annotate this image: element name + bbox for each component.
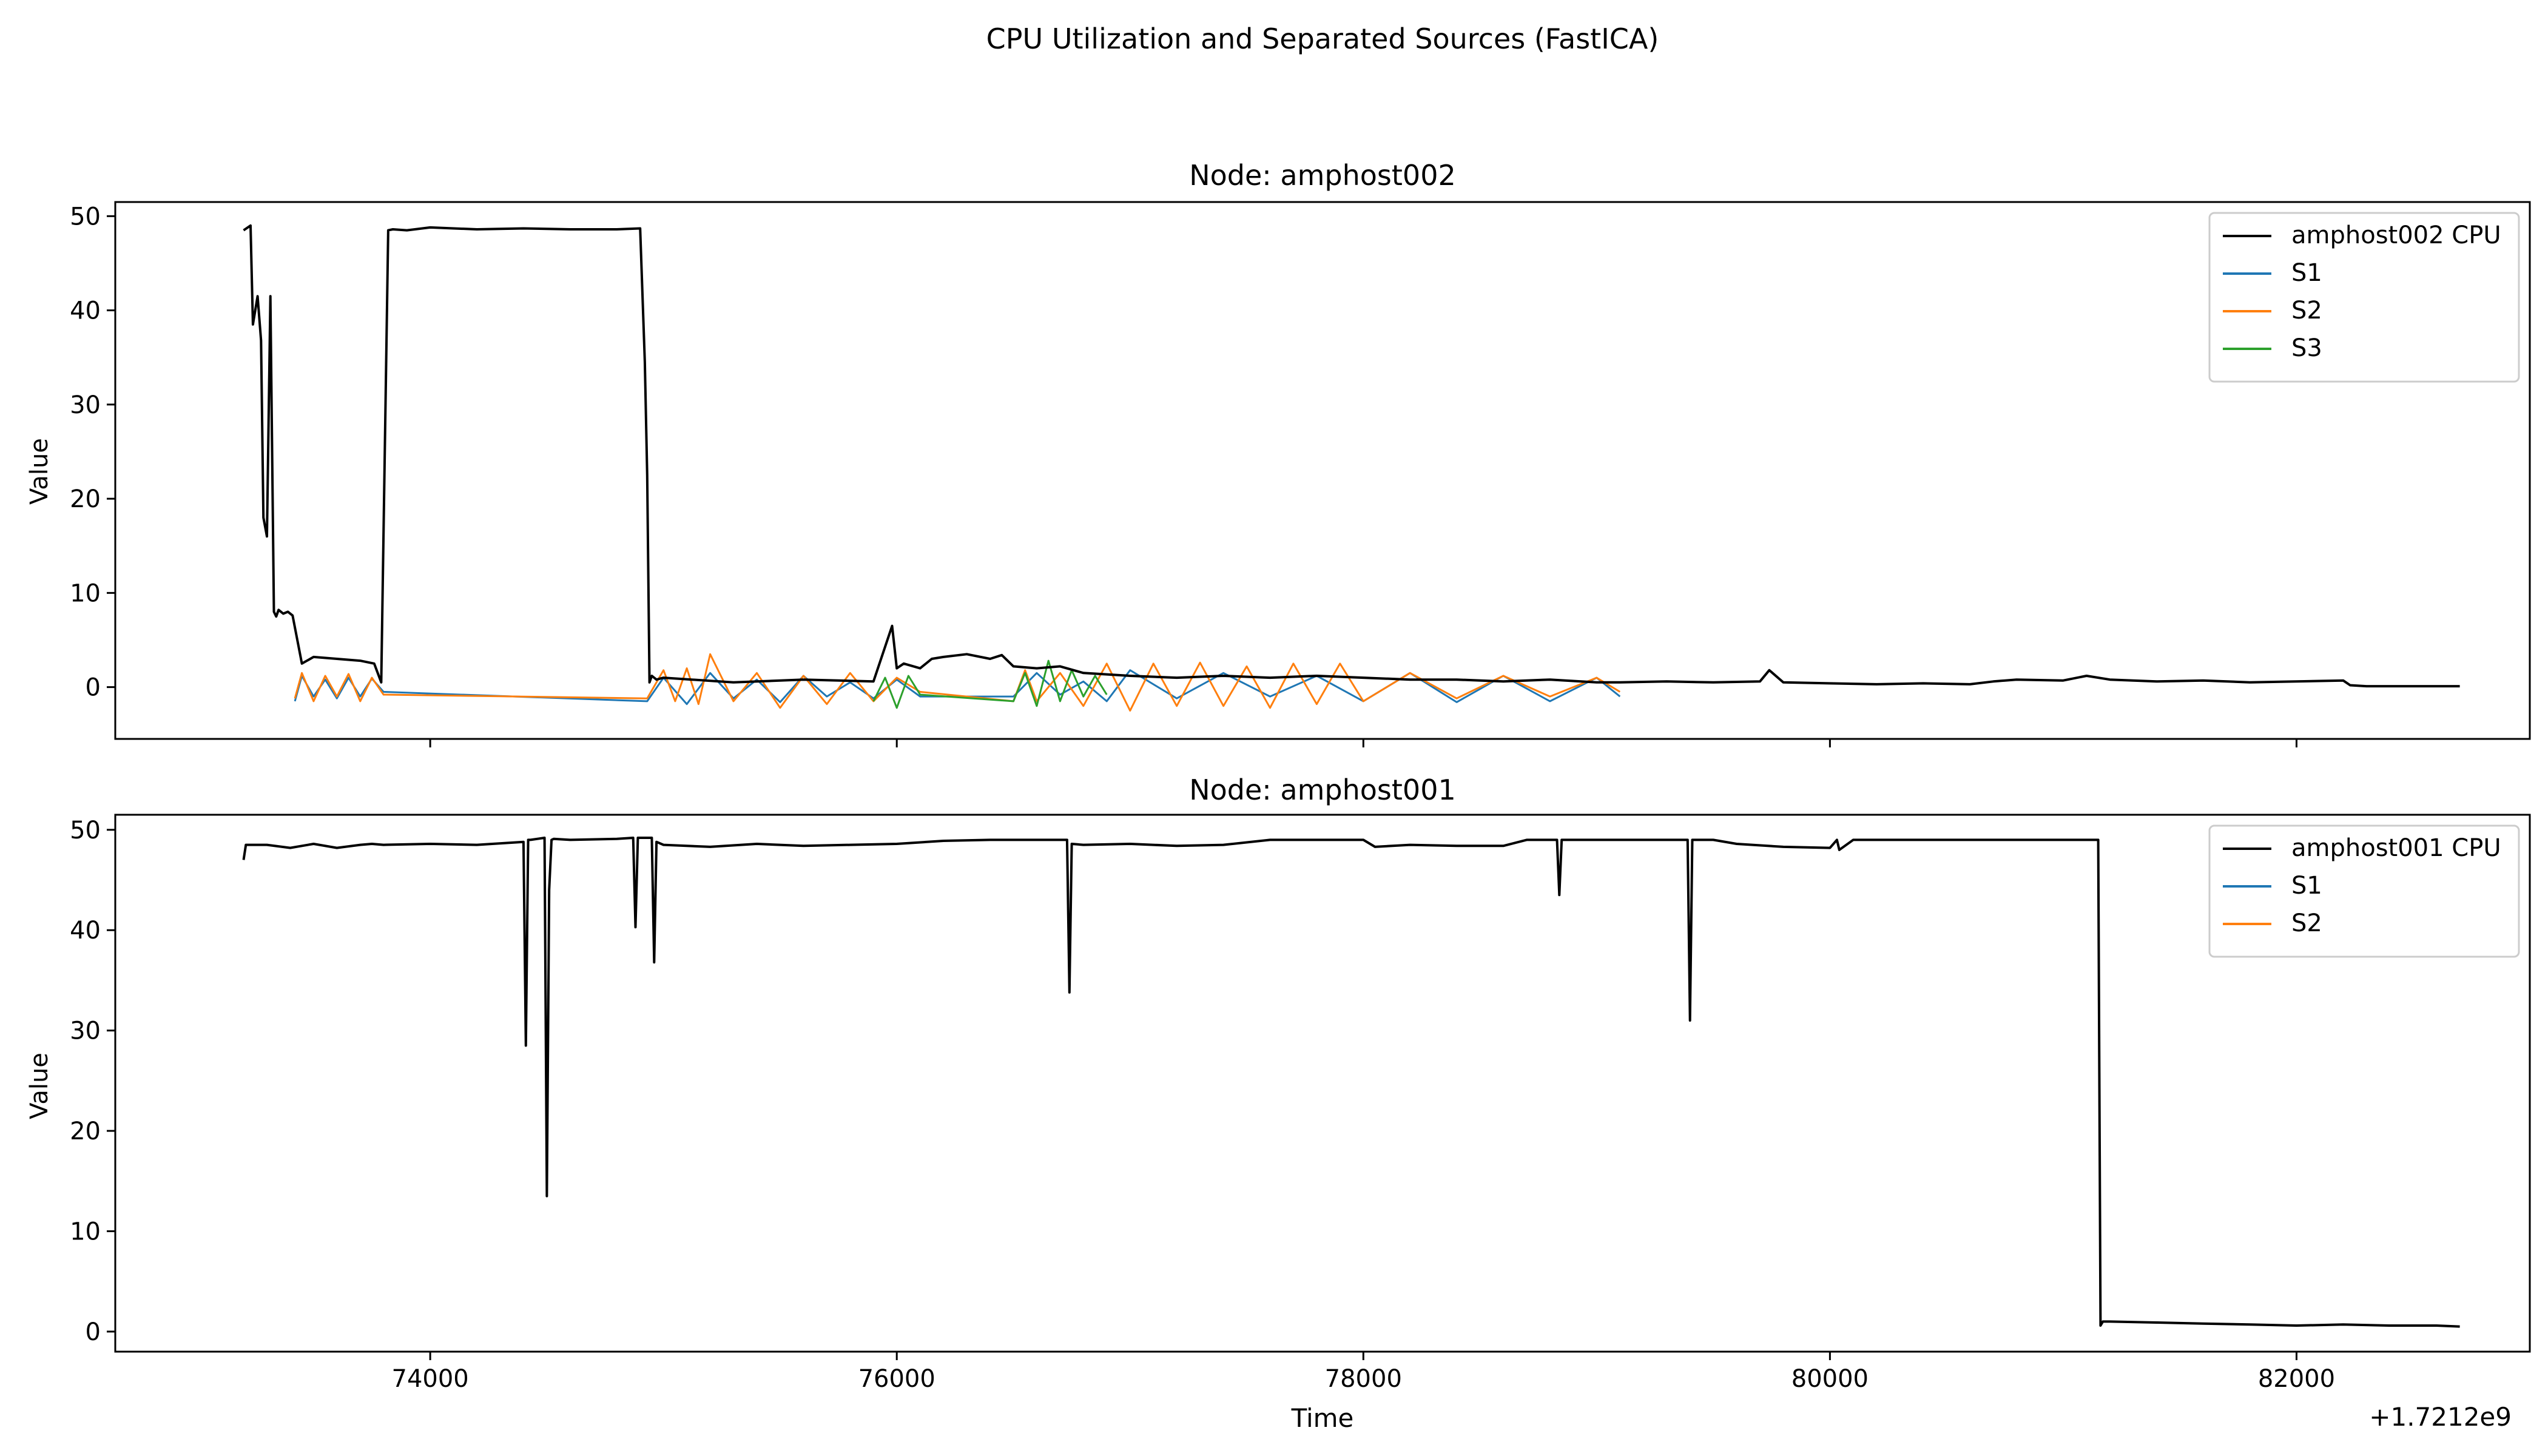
- y-tick-label: 0: [86, 1318, 101, 1346]
- series-line-s2: [294, 653, 1621, 712]
- series-layer: [242, 837, 2460, 1328]
- legend: amphost001 CPU S1 S2: [2208, 824, 2520, 958]
- subplot-amphost002: Node: amphost002 Value 0 10 20 30 40 50 ampho…: [25, 159, 2531, 747]
- y-axis-label: Value: [25, 438, 53, 505]
- x-tick-label: 80000: [1791, 1365, 1869, 1393]
- y-tick-label: 10: [70, 579, 101, 607]
- x-tick-label: 74000: [392, 1365, 469, 1393]
- series-line-s3: [872, 659, 1108, 709]
- figure-title: CPU Utilization and Separated Sources (F…: [986, 22, 1659, 55]
- y-tick-label: 50: [70, 817, 101, 844]
- axis-ticks: 0 10 20 30 40 50 74000 76000 78000 80000 82000: [70, 817, 2335, 1393]
- x-axis-label: Time: [1291, 1403, 1354, 1433]
- x-offset-label: +1.7212e9: [2369, 1402, 2512, 1432]
- legend: amphost002 CPU S1 S2 S3: [2208, 212, 2520, 383]
- plot-frame: [114, 814, 2531, 1353]
- y-axis-label: Value: [25, 1053, 53, 1119]
- axis-ticks: 0 10 20 30 40 50: [70, 203, 2297, 747]
- subplot-title: Node: amphost001: [1189, 774, 1455, 806]
- y-tick-label: 20: [70, 485, 101, 513]
- legend-frame: [2208, 212, 2520, 383]
- legend-frame: [2208, 824, 2520, 958]
- y-tick-label: 20: [70, 1117, 101, 1145]
- series-line-s1: [294, 669, 1621, 706]
- plot-frame: [114, 201, 2531, 740]
- series-line-amphost001-cpu: [242, 837, 2460, 1328]
- y-tick-label: 50: [70, 203, 101, 231]
- legend-label: S3: [2291, 334, 2322, 362]
- x-tick-label: 76000: [858, 1365, 935, 1393]
- legend-label: S2: [2291, 909, 2322, 937]
- x-tick-label: 82000: [2258, 1365, 2335, 1393]
- y-tick-label: 30: [70, 1017, 101, 1045]
- subplot-amphost001: Node: amphost001 Value Time 0 10 20 30 40 50 7…: [25, 774, 2531, 1433]
- legend-label: S1: [2291, 259, 2322, 287]
- x-tick-label: 78000: [1325, 1365, 1402, 1393]
- series-layer: [243, 224, 2460, 712]
- legend-label: amphost001 CPU: [2291, 834, 2501, 862]
- legend-label: S1: [2291, 872, 2322, 900]
- y-tick-label: 40: [70, 297, 101, 325]
- legend-label: amphost002 CPU: [2291, 221, 2501, 249]
- y-tick-label: 10: [70, 1218, 101, 1245]
- legend-label: S2: [2291, 297, 2322, 325]
- y-tick-label: 40: [70, 917, 101, 945]
- subplot-title: Node: amphost002: [1189, 159, 1455, 192]
- y-tick-label: 30: [70, 391, 101, 419]
- series-line-amphost002-cpu: [243, 224, 2460, 688]
- y-tick-label: 0: [86, 674, 101, 702]
